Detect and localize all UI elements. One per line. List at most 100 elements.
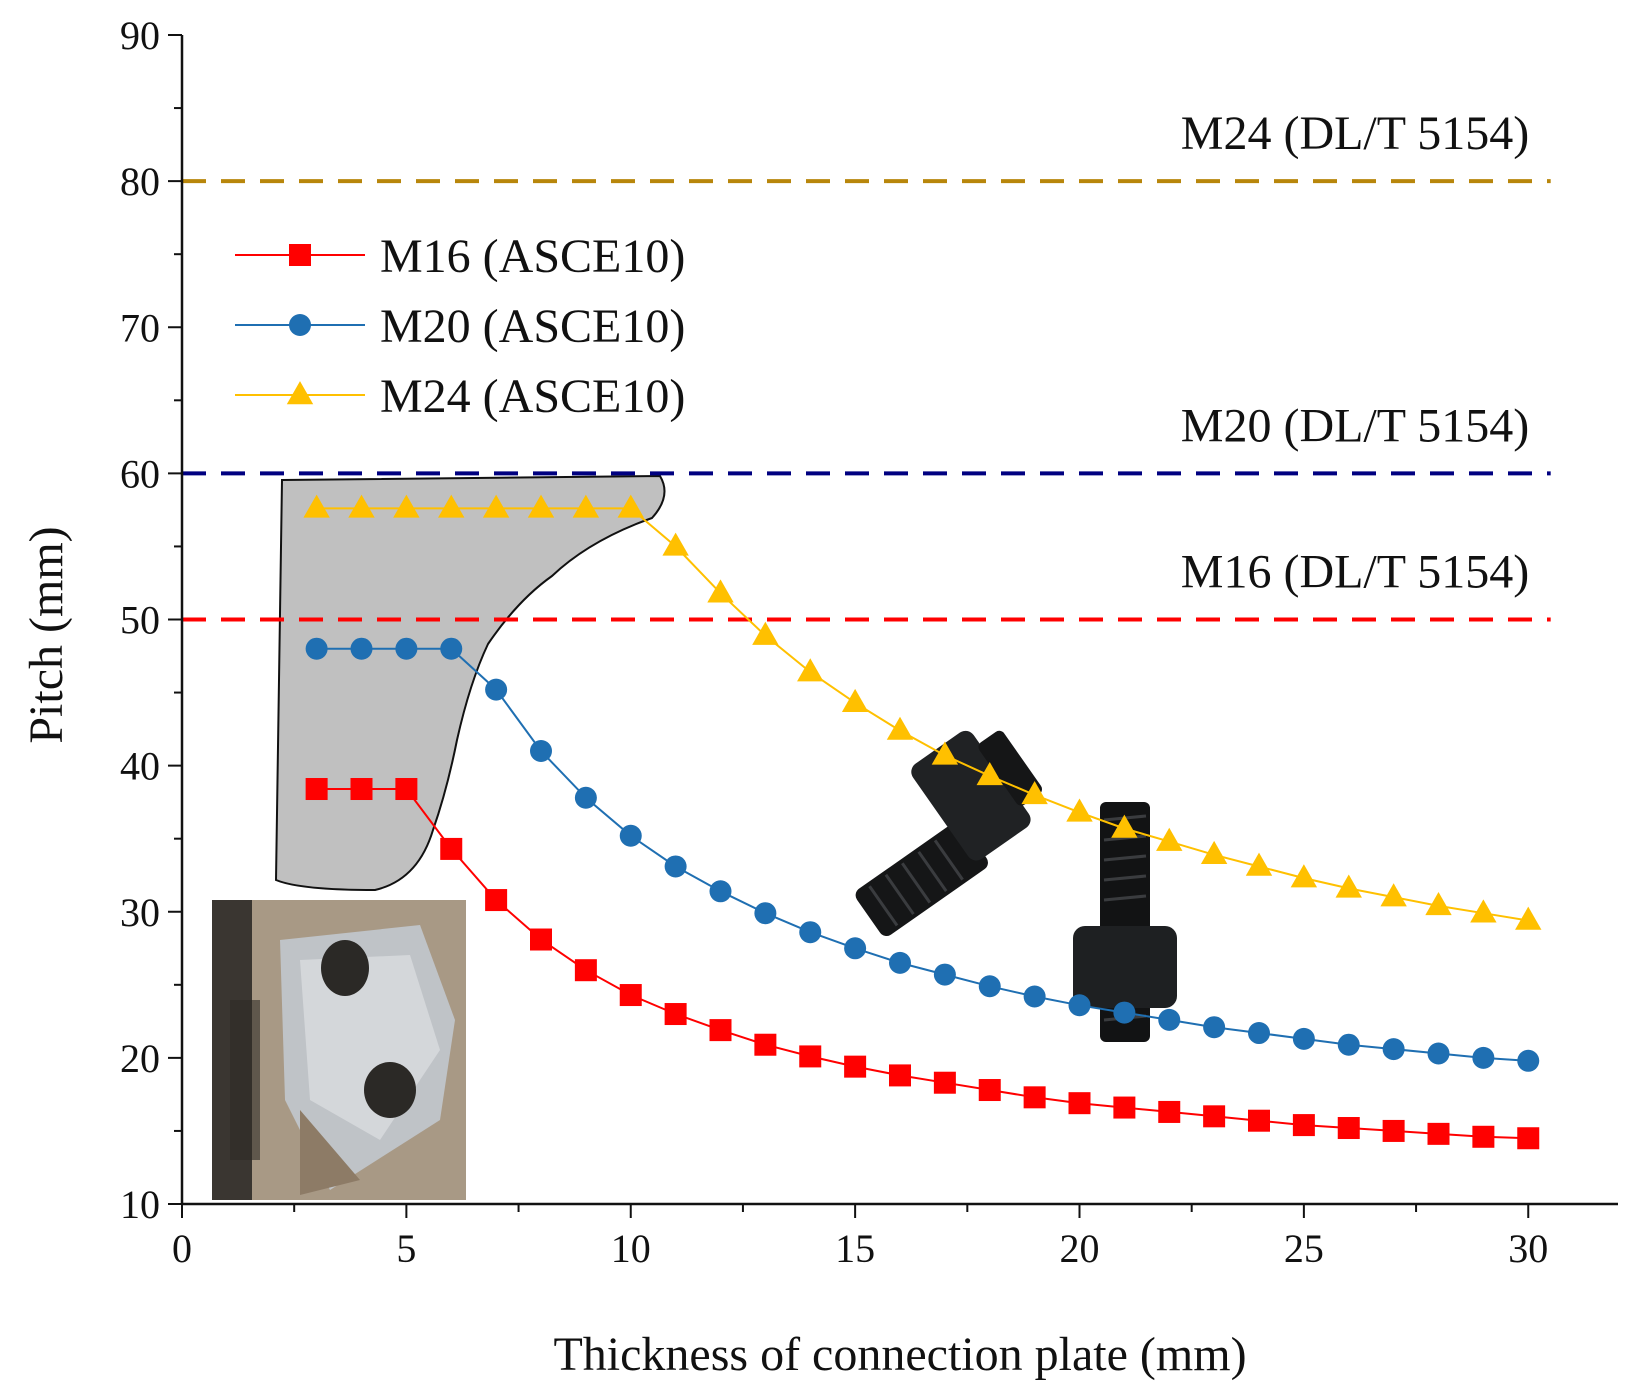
- data-point: [799, 1045, 822, 1068]
- data-point: [933, 963, 956, 986]
- y-tick-label: 70: [120, 305, 160, 350]
- data-point: [1425, 892, 1452, 916]
- data-point: [440, 837, 463, 860]
- bolt-upright-icon: [1073, 802, 1177, 1042]
- x-axis-title: Thickness of connection plate (mm): [553, 1328, 1246, 1381]
- decorations: [212, 474, 1177, 1200]
- data-point: [662, 532, 689, 556]
- data-point: [485, 678, 508, 701]
- data-point: [1200, 840, 1228, 865]
- legend-label: M24 (ASCE10): [380, 370, 685, 423]
- data-point: [1066, 798, 1093, 822]
- x-tick-label: 10: [611, 1226, 651, 1271]
- connection-plate-photo: [212, 900, 466, 1200]
- data-point: [1292, 1114, 1315, 1137]
- x-tick-label: 25: [1284, 1226, 1324, 1271]
- series-line: [316, 647, 1529, 1062]
- data-point: [978, 1079, 1001, 1102]
- data-point: [1245, 852, 1273, 876]
- data-point: [530, 928, 552, 951]
- data-point: [799, 921, 822, 944]
- bolt-with-nut-icon: [855, 730, 1042, 936]
- data-point: [395, 637, 418, 660]
- data-point: [485, 889, 508, 912]
- legend-label: M20 (ASCE10): [380, 300, 685, 353]
- data-point: [395, 778, 418, 801]
- y-tick-label: 60: [120, 451, 160, 496]
- data-point: [1021, 780, 1048, 805]
- data-point: [527, 494, 555, 518]
- data-point: [1517, 1127, 1540, 1150]
- data-point: [1292, 1027, 1315, 1050]
- reference-line-label: M24 (DL/T 5154): [1181, 107, 1529, 160]
- data-point: [1068, 1092, 1091, 1115]
- legend-marker: [286, 381, 314, 405]
- data-point: [1156, 827, 1183, 851]
- data-point: [619, 824, 642, 847]
- data-point: [978, 975, 1001, 998]
- y-tick-label: 50: [120, 598, 160, 643]
- data-point: [844, 937, 867, 960]
- y-tick-label: 40: [120, 744, 160, 789]
- data-point: [303, 494, 330, 518]
- y-tick-label: 30: [120, 890, 160, 935]
- series-m24: [303, 494, 1542, 930]
- data-point: [1335, 874, 1362, 898]
- data-point: [889, 1064, 911, 1087]
- data-point: [1427, 1042, 1450, 1065]
- data-point: [844, 1055, 867, 1078]
- y-tick-label: 10: [120, 1182, 160, 1227]
- data-point: [350, 778, 373, 801]
- data-point: [482, 494, 510, 518]
- data-point: [933, 1071, 956, 1094]
- data-point: [1337, 1117, 1360, 1140]
- data-point: [709, 880, 732, 903]
- x-tick-label: 30: [1508, 1226, 1548, 1271]
- series-m16: [305, 778, 1540, 1150]
- data-point: [931, 741, 959, 765]
- data-point: [1248, 1109, 1270, 1132]
- data-point: [1113, 1001, 1136, 1024]
- x-tick-label: 5: [396, 1226, 416, 1271]
- reference-lines: M24 (DL/T 5154) M20 (DL/T 5154) M16 (DL/T …: [182, 107, 1551, 622]
- data-point: [1203, 1105, 1226, 1128]
- axes: 0 5 10 15 20 25 30 10 20 30 40 50 60 70 80 90: [120, 13, 1618, 1271]
- data-point: [754, 1033, 777, 1056]
- y-tick-label: 20: [120, 1036, 160, 1081]
- data-point: [1113, 1096, 1136, 1119]
- data-point: [664, 855, 687, 878]
- data-point: [305, 637, 328, 660]
- data-point: [440, 637, 463, 660]
- data-point: [1023, 985, 1046, 1008]
- data-point: [707, 579, 734, 603]
- data-point: [393, 494, 420, 518]
- data-point: [1515, 906, 1542, 930]
- data-point: [1472, 1125, 1495, 1148]
- highlight-region: [274, 474, 666, 892]
- data-point: [617, 494, 644, 518]
- reference-line-label: M16 (DL/T 5154): [1181, 546, 1529, 599]
- data-point: [1158, 1008, 1181, 1031]
- data-point: [1382, 1038, 1405, 1061]
- series-line: [316, 788, 1529, 1140]
- data-point: [305, 778, 328, 801]
- data-point: [438, 494, 465, 518]
- data-point: [1023, 1086, 1046, 1109]
- legend-marker: [289, 314, 311, 336]
- data-point: [841, 688, 869, 713]
- data-point: [752, 621, 779, 645]
- data-point: [1203, 1016, 1226, 1039]
- x-tick-label: 20: [1060, 1226, 1100, 1271]
- data-point: [1470, 899, 1497, 923]
- series-layer: [303, 494, 1542, 1150]
- data-point: [797, 658, 824, 682]
- data-point: [619, 984, 642, 1007]
- data-point: [1427, 1122, 1450, 1145]
- data-point: [1472, 1046, 1495, 1069]
- reference-line-label: M20 (DL/T 5154): [1181, 399, 1529, 452]
- series-line: [316, 507, 1529, 922]
- data-point: [754, 902, 777, 925]
- data-point: [530, 740, 552, 763]
- data-point: [1517, 1049, 1540, 1072]
